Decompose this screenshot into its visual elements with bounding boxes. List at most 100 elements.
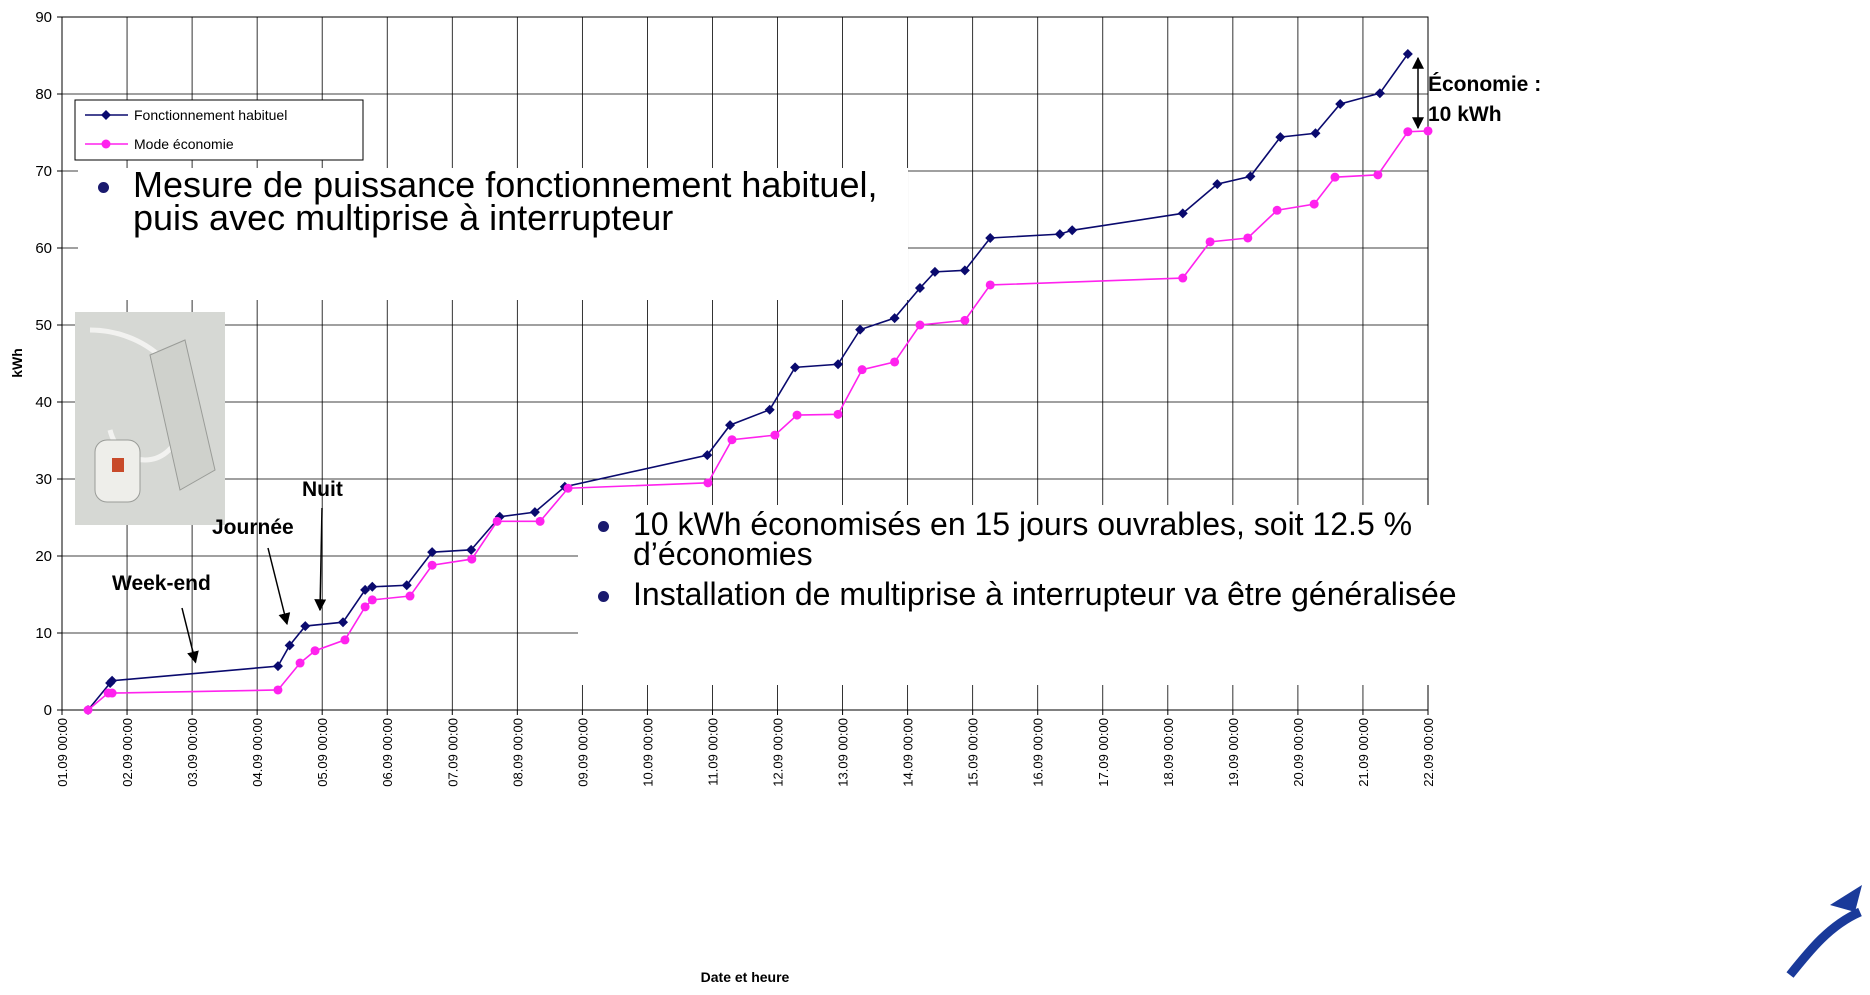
x-tick-label: 12.09 00:00 xyxy=(771,718,786,787)
data-point xyxy=(790,362,800,372)
data-point xyxy=(770,431,779,440)
data-point xyxy=(273,661,283,671)
logo-shape xyxy=(1790,912,1860,975)
y-axis-label: kWh xyxy=(9,348,25,378)
data-point xyxy=(703,478,712,487)
x-tick-label: 18.09 00:00 xyxy=(1161,718,1176,787)
data-point xyxy=(311,646,320,655)
legend: Fonctionnement habituel Mode économie xyxy=(75,100,363,160)
x-tick-label: 04.09 00:00 xyxy=(250,718,265,787)
y-tick-label: 80 xyxy=(35,86,52,103)
data-point xyxy=(1178,274,1187,283)
x-tick-label: 21.09 00:00 xyxy=(1356,718,1371,787)
x-tick-label: 07.09 00:00 xyxy=(445,718,460,787)
y-tick-label: 90 xyxy=(35,9,52,26)
page: {"chart_data": {"type": "line", "xlabel"… xyxy=(0,0,1870,995)
data-point xyxy=(493,517,502,526)
y-tick-label: 0 xyxy=(44,702,52,719)
data-point xyxy=(1273,206,1282,215)
annotation: Journée xyxy=(212,516,294,540)
x-tick-label: 15.09 00:00 xyxy=(966,718,981,787)
data-point xyxy=(834,410,843,419)
data-point xyxy=(1330,173,1339,182)
data-point xyxy=(273,685,282,694)
data-point xyxy=(890,357,899,366)
bullet xyxy=(598,521,609,532)
data-point xyxy=(1067,225,1077,235)
legend-label: Fonctionnement habituel xyxy=(134,107,287,123)
x-tick-label: 19.09 00:00 xyxy=(1226,718,1241,787)
x-tick-label: 22.09 00:00 xyxy=(1421,718,1436,787)
annotation: Nuit xyxy=(302,478,343,502)
logo xyxy=(1790,885,1862,975)
data-point xyxy=(765,405,775,415)
bullet-item: Mesure de puissance fonctionnement habit… xyxy=(78,168,908,234)
data-point xyxy=(340,635,349,644)
data-point xyxy=(855,325,865,335)
arrow xyxy=(320,508,322,610)
data-point xyxy=(1206,237,1215,246)
data-point xyxy=(1243,233,1252,242)
data-point xyxy=(986,280,995,289)
data-point xyxy=(338,617,348,627)
bullet xyxy=(98,182,109,193)
arrow xyxy=(268,548,287,624)
data-point xyxy=(467,555,476,564)
text-box: Mesure de puissance fonctionnement habit… xyxy=(78,168,908,300)
data-point xyxy=(1373,170,1382,179)
x-tick-label: 01.09 00:00 xyxy=(55,718,70,787)
data-point xyxy=(1403,49,1413,59)
y-tick-label: 70 xyxy=(35,163,52,180)
chart: kWh Date et heure Fonctionnement habitue… xyxy=(0,0,1870,995)
bullet-text: 10 kWh économisés en 15 jours ouvrables,… xyxy=(633,509,1493,569)
y-tick-label: 20 xyxy=(35,548,52,565)
data-point xyxy=(1055,229,1065,239)
x-tick-label: 03.09 00:00 xyxy=(185,718,200,787)
data-point xyxy=(368,595,377,604)
x-tick-label: 10.09 00:00 xyxy=(640,718,655,787)
data-point xyxy=(833,359,843,369)
data-point xyxy=(361,602,370,611)
bullet-text: Installation de multiprise à interrupteu… xyxy=(633,579,1493,609)
x-tick-label: 02.09 00:00 xyxy=(120,718,135,787)
bullet xyxy=(598,591,609,602)
data-point xyxy=(536,517,545,526)
x-tick-label: 06.09 00:00 xyxy=(380,718,395,787)
bullet-text: Mesure de puissance fonctionnement habit… xyxy=(133,168,893,234)
data-point xyxy=(1403,127,1412,136)
data-point xyxy=(793,411,802,420)
annotation: Économie : 10 kWh xyxy=(1428,70,1558,130)
x-tick-label: 14.09 00:00 xyxy=(901,718,916,787)
x-tick-label: 05.09 00:00 xyxy=(315,718,330,787)
x-tick-label: 08.09 00:00 xyxy=(510,718,525,787)
bullet-item: Installation de multiprise à interrupteu… xyxy=(578,579,1520,609)
x-tick-label: 17.09 00:00 xyxy=(1096,718,1111,787)
text-box: 10 kWh économisés en 15 jours ouvrables,… xyxy=(578,505,1520,685)
y-tick-label: 30 xyxy=(35,471,52,488)
data-point xyxy=(84,706,93,715)
data-point xyxy=(428,561,437,570)
data-point xyxy=(1310,200,1319,209)
x-axis-label: Date et heure xyxy=(701,969,790,985)
data-point xyxy=(296,659,305,668)
logo-shape xyxy=(1830,885,1862,912)
y-tick-label: 10 xyxy=(35,625,52,642)
y-tick-label: 60 xyxy=(35,240,52,257)
data-point xyxy=(858,365,867,374)
x-tick-label: 09.09 00:00 xyxy=(575,718,590,787)
data-point xyxy=(915,321,924,330)
arrow xyxy=(182,608,196,662)
data-point xyxy=(960,316,969,325)
legend-label: Mode économie xyxy=(134,136,234,152)
y-tick-label: 40 xyxy=(35,394,52,411)
bullet-item: 10 kWh économisés en 15 jours ouvrables,… xyxy=(578,509,1520,569)
photo xyxy=(75,312,225,525)
x-tick-label: 20.09 00:00 xyxy=(1291,718,1306,787)
annotation: Week-end xyxy=(112,572,211,596)
data-point xyxy=(406,592,415,601)
y-tick-label: 50 xyxy=(35,317,52,334)
switch-light xyxy=(112,458,124,472)
x-tick-label: 13.09 00:00 xyxy=(836,718,851,787)
data-point xyxy=(564,484,573,493)
x-tick-label: 11.09 00:00 xyxy=(705,718,720,786)
